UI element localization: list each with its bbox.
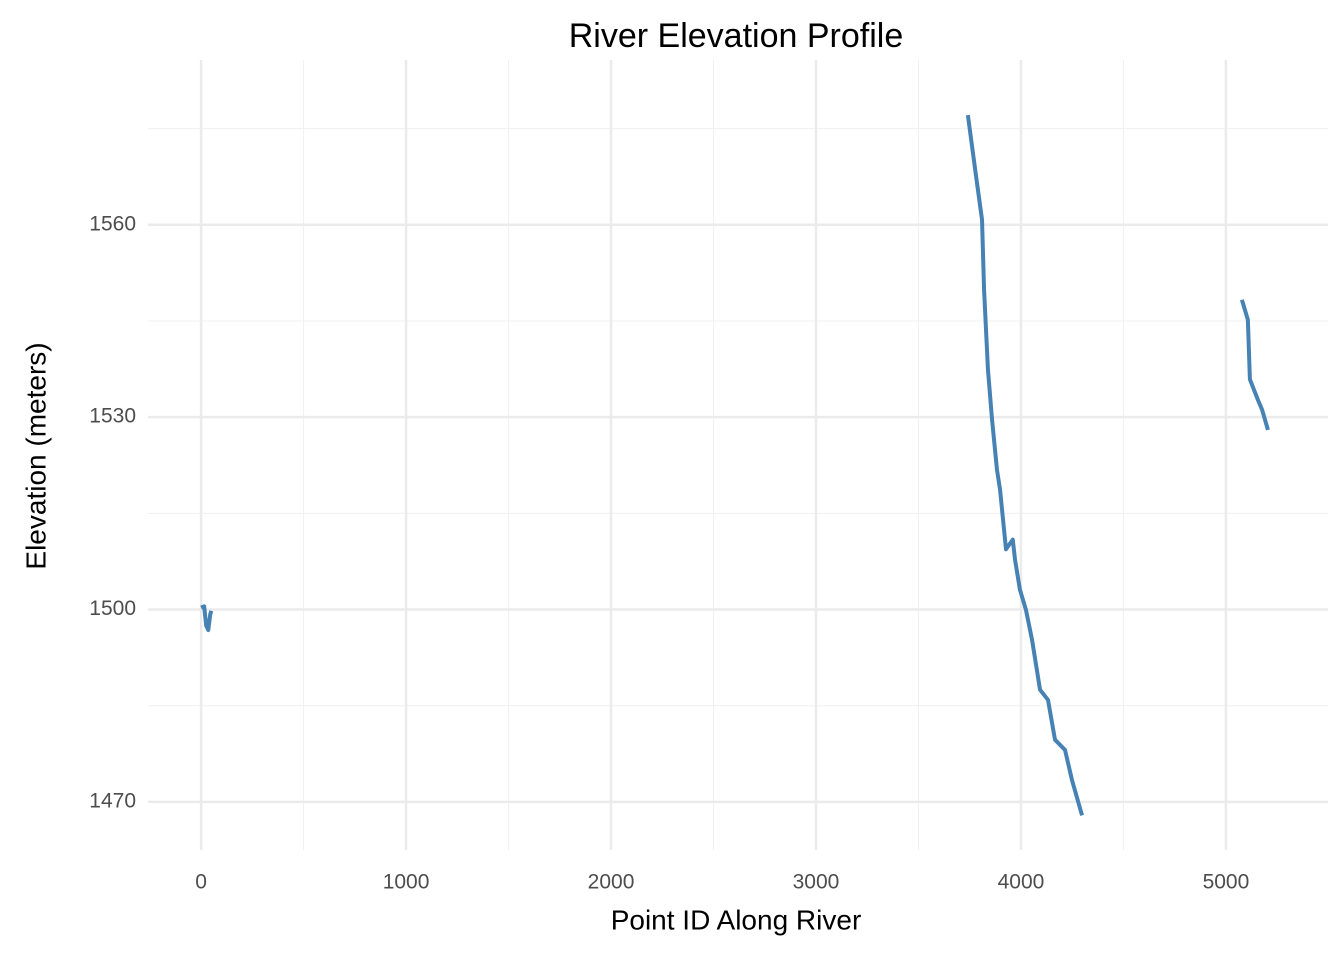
x-tick-label: 4000 bbox=[998, 871, 1045, 894]
x-tick-label: 3000 bbox=[793, 871, 840, 894]
x-tick-label: 2000 bbox=[588, 871, 635, 894]
line bbox=[200, 114, 1270, 816]
y-axis-label: Elevation (meters) bbox=[20, 342, 51, 569]
y-tick-label: 1500 bbox=[89, 597, 136, 620]
x-tick-label: 0 bbox=[195, 871, 207, 894]
y-tick-label: 1530 bbox=[89, 405, 136, 428]
x-axis-label: Point ID Along River bbox=[611, 904, 862, 935]
chart-title: River Elevation Profile bbox=[569, 17, 903, 55]
y-tick-label: 1560 bbox=[89, 212, 136, 235]
y-tick-label: 1470 bbox=[89, 789, 136, 812]
x-tick-label: 5000 bbox=[1203, 871, 1250, 894]
x-tick-label: 1000 bbox=[383, 871, 430, 894]
